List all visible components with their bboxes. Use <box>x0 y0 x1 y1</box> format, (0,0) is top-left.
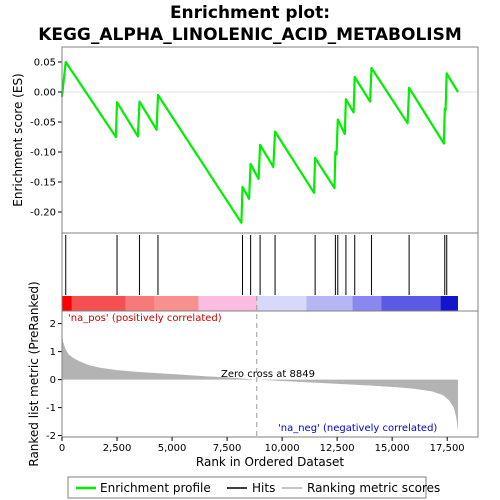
heat-bar-segment <box>62 296 72 311</box>
legend-label-ranking-metric: Ranking metric scores <box>307 481 440 495</box>
x-tick-label: 10,000 <box>265 443 300 454</box>
ranking-metric-area <box>62 334 458 432</box>
es-y-tick-label: -0.15 <box>30 178 56 189</box>
heat-bar-segment <box>198 296 257 311</box>
metric-y-tick-label: 2 <box>50 319 56 330</box>
es-y-ticks: -0.20 -0.15 -0.10 -0.05 0.00 0.05 <box>30 58 62 219</box>
metric-y-axis-label: Ranked list metric (PreRanked) <box>27 281 41 466</box>
zero-cross-label: Zero cross at 8849 <box>221 369 315 380</box>
metric-y-tick-label: -2 <box>46 431 56 442</box>
heat-bar-segment <box>381 296 441 311</box>
x-tick-label: 7,500 <box>213 443 242 454</box>
hits-panel <box>61 232 479 312</box>
es-y-axis-label: Enrichment score (ES) <box>11 73 25 206</box>
es-y-tick-label: 0.05 <box>34 58 56 69</box>
chart-title-line-1: Enrichment plot: <box>170 3 330 23</box>
chart-title-line-2: KEGG_ALPHA_LINOLENIC_ACID_METABOLISM <box>38 25 462 45</box>
x-tick-label: 12,500 <box>320 443 355 454</box>
metric-y-tick-label: 0 <box>50 375 56 386</box>
heat-bar-segment <box>256 296 307 311</box>
x-axis-ticks: 0 2,500 5,000 7,500 10,000 12,500 15,000 17,500 <box>59 437 465 454</box>
heat-bar-segment <box>352 296 382 311</box>
legend-label-hits: Hits <box>252 481 275 495</box>
metric-y-tick-label: -1 <box>46 403 56 414</box>
x-tick-label: 2,500 <box>103 443 132 454</box>
x-tick-label: 0 <box>59 443 65 454</box>
es-y-tick-label: -0.05 <box>30 118 56 129</box>
es-y-tick-label: 0.00 <box>34 88 56 99</box>
hits-background <box>62 233 478 295</box>
heat-bar-segment <box>154 296 199 311</box>
heat-bar-segment <box>306 296 353 311</box>
legend: Enrichment profile Hits Ranking metric s… <box>67 476 440 499</box>
metric-y-ticks: -2 -1 0 1 2 <box>46 319 62 442</box>
hit-lines <box>65 235 448 295</box>
es-y-tick-label: -0.20 <box>30 208 56 219</box>
es-y-tick-label: -0.10 <box>30 148 56 159</box>
x-axis-label: Rank in Ordered Dataset <box>196 455 344 469</box>
x-tick-label: 15,000 <box>375 443 410 454</box>
metric-panel: -2 -1 0 1 2 'na_pos' (positively correlated)… <box>27 281 479 467</box>
legend-label-enrichment-profile: Enrichment profile <box>100 481 211 495</box>
heat-bar-segment <box>71 296 126 311</box>
heat-bar-segment <box>440 296 458 311</box>
x-tick-label: 5,000 <box>158 443 187 454</box>
es-panel: -0.20 -0.15 -0.10 -0.05 0.00 0.05 Enrichment … <box>11 46 479 234</box>
enrichment-profile-line <box>60 60 459 224</box>
x-tick-label: 17,500 <box>430 443 465 454</box>
metric-plot-frame <box>61 310 479 438</box>
neg-correlated-label: 'na_neg' (negatively correlated) <box>278 423 437 434</box>
es-plot-background <box>62 47 478 233</box>
ranking-heat-bar <box>62 296 458 311</box>
pos-correlated-label: 'na_pos' (positively correlated) <box>68 313 222 324</box>
heat-bar-segment <box>125 296 155 311</box>
metric-y-tick-label: 1 <box>50 347 56 358</box>
